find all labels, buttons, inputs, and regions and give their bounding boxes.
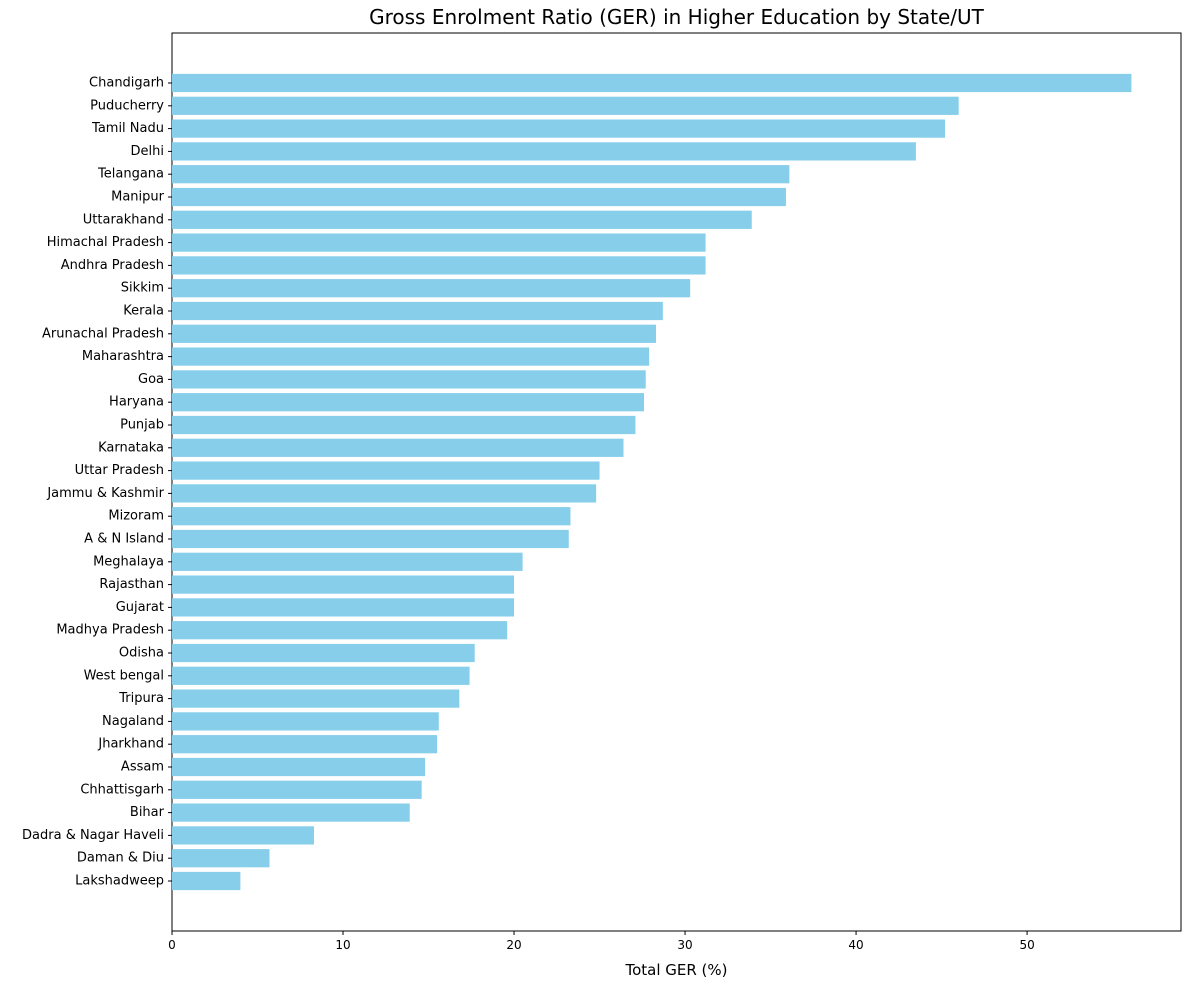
bar-puducherry [172, 96, 959, 115]
y-tick-label: Tripura [118, 691, 164, 706]
y-tick-label: Haryana [109, 395, 164, 410]
bar-nagaland [172, 712, 439, 731]
x-tick-label: 20 [506, 938, 521, 952]
y-tick-label: Goa [138, 372, 164, 387]
y-tick-label: Jharkhand [97, 737, 164, 752]
bar-bihar [172, 803, 410, 822]
bar-telangana [172, 165, 790, 184]
y-tick-labels: Chandigarh Puducherry Tamil Nadu Delhi Telan… [22, 76, 172, 889]
bar-goa [172, 370, 646, 389]
y-tick-label: Kerala [123, 304, 164, 319]
y-tick-label: Uttar Pradesh [75, 463, 164, 478]
y-tick-label: Jammu & Kashmir [46, 486, 164, 501]
y-tick-label: Punjab [120, 418, 164, 433]
plot-area-frame [171, 32, 1182, 932]
y-tick-label: Rajasthan [99, 577, 164, 592]
y-tick-label: Mizoram [108, 509, 164, 524]
bar-madhya-pradesh [172, 621, 508, 640]
bar-chandigarh [172, 73, 1132, 93]
bar-andhra-pradesh [172, 256, 706, 275]
bar-dadra-nagar-haveli [172, 826, 314, 845]
y-tick-label: Delhi [131, 144, 164, 159]
bar-karnataka [172, 438, 624, 457]
y-tick-label: Assam [121, 760, 164, 775]
y-tick-label: Madhya Pradesh [56, 623, 164, 638]
bar-jharkhand [172, 735, 438, 754]
bar-tripura [172, 689, 460, 708]
bar-assam [172, 757, 426, 777]
y-tick-label: Puducherry [90, 98, 164, 113]
x-axis-label: Total GER (%) [624, 961, 727, 979]
x-tick-label: 0 [168, 938, 176, 952]
bar-odisha [172, 643, 475, 663]
bar-lakshadweep [172, 871, 241, 891]
y-tick-label: Maharashtra [82, 349, 164, 364]
bar-west-bengal [172, 666, 470, 685]
y-tick-label: Meghalaya [93, 554, 164, 569]
y-tick-label: Bihar [130, 805, 165, 820]
x-tick-label: 50 [1019, 938, 1034, 952]
y-tick-label: Himachal Pradesh [47, 235, 164, 250]
y-tick-label: Sikkim [121, 281, 164, 296]
bar-arunachal-pradesh [172, 324, 656, 343]
bar-maharashtra [172, 347, 650, 366]
y-tick-label: Chandigarh [89, 76, 164, 91]
y-tick-label: Arunachal Pradesh [42, 326, 164, 341]
chart-title: Gross Enrolment Ratio (GER) in Higher Ed… [369, 5, 984, 29]
y-tick-label: Manipur [111, 190, 165, 205]
y-tick-label: West bengal [84, 668, 164, 683]
y-tick-label: Gujarat [116, 600, 164, 615]
y-tick-label: Lakshadweep [75, 874, 164, 889]
bar-haryana [172, 393, 645, 412]
bar-himachal-pradesh [172, 233, 706, 252]
bar-manipur [172, 187, 786, 207]
bar-uttar-pradesh [172, 461, 600, 480]
x-tick-label: 10 [335, 938, 350, 952]
y-tick-label: Nagaland [102, 714, 164, 729]
bar-mizoram [172, 507, 571, 526]
bar-uttarakhand [172, 210, 752, 229]
x-tick-label: 40 [848, 938, 863, 952]
bar-group [172, 73, 1132, 891]
y-tick-label: Dadra & Nagar Haveli [22, 828, 164, 843]
y-tick-label: Daman & Diu [77, 851, 164, 866]
bar-jammu-kashmir [172, 484, 597, 503]
x-tick-label: 30 [677, 938, 692, 952]
y-tick-label: Telangana [97, 167, 164, 182]
y-tick-label: Tamil Nadu [91, 121, 164, 136]
y-tick-label: Odisha [119, 646, 164, 661]
bar-chhattisgarh [172, 780, 422, 799]
bar-kerala [172, 301, 663, 321]
bar-tamil-nadu [172, 119, 945, 138]
bar-rajasthan [172, 575, 515, 594]
y-tick-label: Andhra Pradesh [61, 258, 164, 273]
bar-punjab [172, 415, 636, 435]
bar-meghalaya [172, 552, 523, 571]
y-tick-label: Karnataka [98, 440, 164, 455]
bar-gujarat [172, 598, 515, 617]
x-ticks: 0 10 20 30 40 50 [168, 931, 1035, 952]
bar-sikkim [172, 279, 691, 298]
bar-a-n-island [172, 529, 569, 549]
bar-delhi [172, 142, 916, 161]
bar-daman-diu [172, 849, 270, 868]
y-tick-label: Uttarakhand [83, 212, 164, 227]
y-tick-label: A & N Island [84, 532, 164, 547]
y-tick-label: Chhattisgarh [80, 782, 164, 797]
